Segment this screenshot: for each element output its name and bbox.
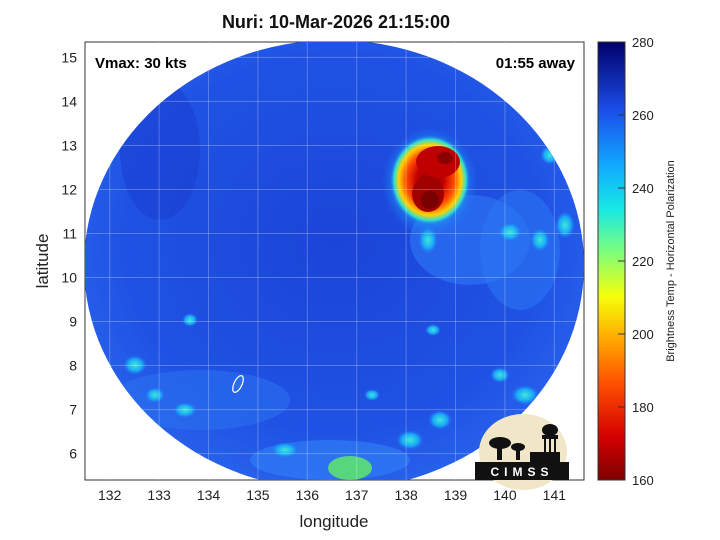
x-tick-labels: 132 133 134 135 136 137 138 139 140 141 [98, 487, 566, 503]
x-tick-label: 140 [493, 487, 517, 503]
x-tick-label: 141 [543, 487, 567, 503]
vmax-label: Vmax: 30 kts [95, 55, 187, 72]
colorbar-tick-label: 220 [632, 254, 654, 269]
x-tick-label: 133 [147, 487, 171, 503]
colorbar-tick-label: 280 [632, 35, 654, 50]
x-tick-label: 135 [246, 487, 270, 503]
colorbar-tick-labels: 160 180 200 220 240 260 280 [618, 35, 654, 488]
colorbar-tick-label: 260 [632, 108, 654, 123]
y-tick-label: 13 [61, 137, 77, 153]
x-tick-label: 137 [345, 487, 369, 503]
y-tick-label: 9 [69, 314, 77, 330]
y-tick-label: 7 [69, 402, 77, 418]
colorbar-tick-label: 180 [632, 400, 654, 415]
map-title: Nuri: 10-Mar-2026 21:15:00 [221, 12, 451, 32]
x-axis-label: longitude [299, 512, 368, 531]
y-tick-label: 15 [61, 49, 77, 65]
x-tick-label: 132 [98, 487, 122, 503]
y-tick-label: 6 [69, 446, 77, 462]
y-tick-label: 11 [62, 225, 77, 241]
y-tick-label: 8 [69, 358, 77, 374]
colorbar-tick-label: 240 [632, 181, 654, 196]
colorbar: 160 180 200 220 240 260 280 Brightness Temp - … [597, 35, 677, 488]
y-tick-label: 14 [61, 93, 77, 109]
microwave-swath [85, 42, 584, 480]
map-grid [85, 42, 584, 480]
x-tick-label: 138 [394, 487, 418, 503]
y-axis-label: latitude [33, 234, 52, 289]
time-away-label: 01:55 away [496, 55, 576, 72]
colorbar-tick-label: 200 [632, 327, 654, 342]
colorbar-label: Brightness Temp - Horizontal Polarizatio… [665, 160, 677, 362]
x-tick-label: 136 [296, 487, 320, 503]
colorbar-tick-label: 160 [632, 473, 654, 488]
cimss-logo: CIMSS [475, 414, 569, 490]
cimss-logo-text: CIMSS [490, 465, 553, 479]
x-tick-label: 139 [444, 487, 468, 503]
x-tick-label: 134 [197, 487, 221, 503]
y-tick-labels: 6 7 8 9 10 11 12 13 14 15 [61, 49, 77, 461]
y-tick-label: 10 [61, 270, 77, 286]
y-tick-label: 12 [61, 181, 77, 197]
